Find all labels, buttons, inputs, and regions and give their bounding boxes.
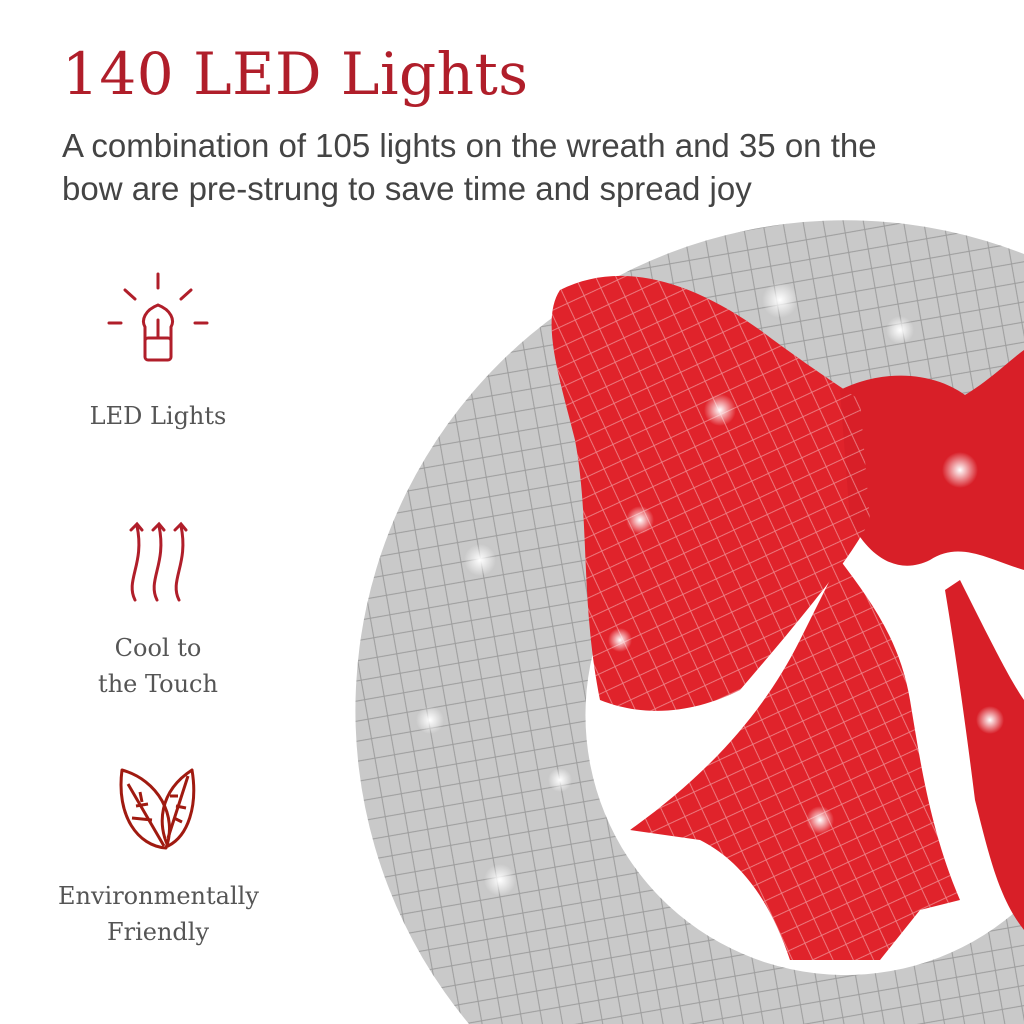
sparkles <box>416 282 1004 896</box>
page-subtitle: A combination of 105 lights on the wreat… <box>62 127 877 207</box>
feature-eco: Environmentally Friendly <box>40 766 276 950</box>
feature-label: Cool to the Touch <box>98 634 218 698</box>
feature-led-lights: LED Lights <box>40 272 276 434</box>
bow <box>551 275 1024 960</box>
feature-label: Environmentally Friendly <box>58 882 259 946</box>
led-bulb-icon <box>107 272 209 362</box>
feature-cool-touch: Cool to the Touch <box>40 518 276 702</box>
feature-label: LED Lights <box>89 402 227 430</box>
heat-waves-icon <box>129 521 188 602</box>
leaves-icon <box>119 768 196 850</box>
page-title: 140 LED Lights <box>62 40 529 108</box>
